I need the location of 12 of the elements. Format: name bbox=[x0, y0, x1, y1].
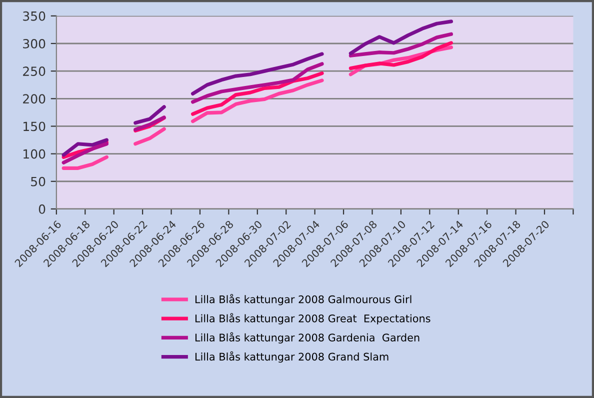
y-tick-label: 300 bbox=[23, 38, 46, 48]
y-tick-label: 150 bbox=[24, 122, 46, 132]
legend-label: Lilla Blås kattungar 2008 Great Expectations bbox=[195, 313, 430, 324]
legend-label: Lilla Blås kattungar 2008 Grand Slam bbox=[195, 351, 388, 363]
y-tick-label: 100 bbox=[24, 149, 46, 159]
legend-label: Lilla Blås kattungar 2008 Gardenia Garden bbox=[195, 332, 420, 344]
y-tick-label: 200 bbox=[23, 94, 46, 104]
legend-label: Lilla Blås kattungar 2008 Galmourous Girl bbox=[195, 294, 412, 306]
y-tick-label: 250 bbox=[23, 66, 46, 76]
y-tick-label: 50 bbox=[31, 176, 46, 186]
y-tick-label: 350 bbox=[23, 11, 46, 21]
y-tick-label: 0 bbox=[38, 204, 46, 214]
